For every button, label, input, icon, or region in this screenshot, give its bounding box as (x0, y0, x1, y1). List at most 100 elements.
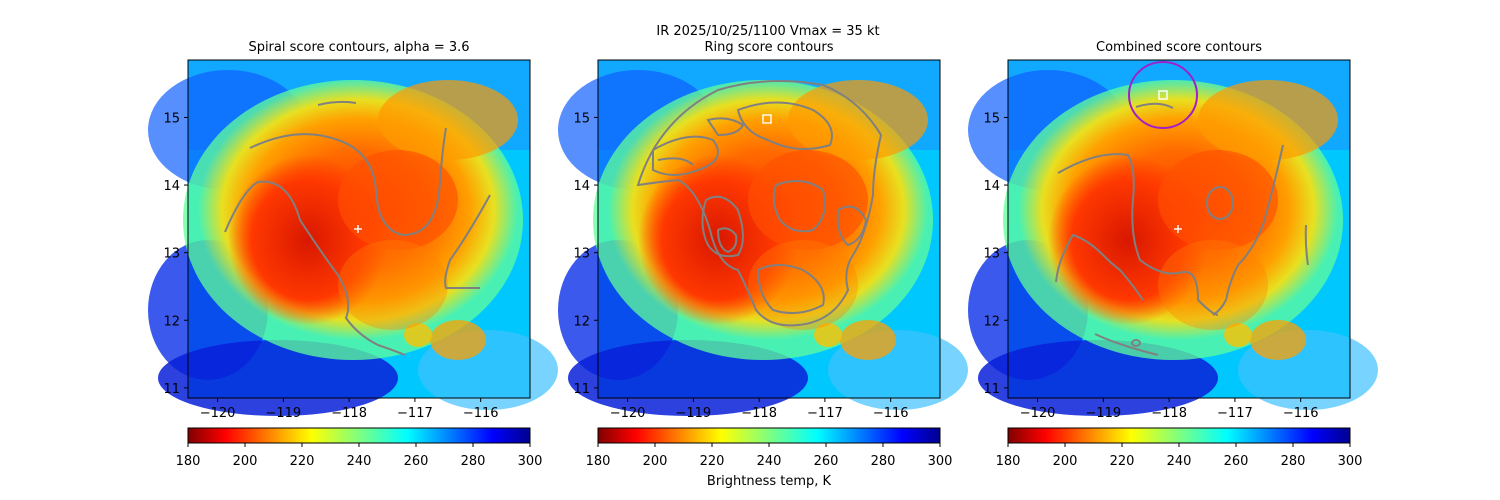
x-tick-label: −116 (873, 406, 909, 421)
axes-frame (187, 59, 531, 399)
y-tick-label: 15 (983, 111, 1000, 126)
contour-line (1212, 144, 1284, 316)
colorbar-tick-label: 260 (1224, 454, 1249, 469)
y-tick-label: 14 (573, 179, 590, 194)
colorbar-tick-label: 300 (928, 454, 953, 469)
x-tick-label: −120 (610, 406, 646, 421)
y-tick-label: 15 (573, 111, 590, 126)
colorbar-tick-label: 300 (518, 454, 543, 469)
contour-line (652, 135, 719, 176)
y-tick-label: 13 (983, 247, 1000, 262)
y-tick-label: 15 (163, 111, 180, 126)
colorbar-tick-label: 280 (1281, 454, 1306, 469)
x-tick-label: −119 (676, 406, 712, 421)
colorbar-tick-label: 180 (176, 454, 201, 469)
contour-line (1206, 186, 1234, 220)
x-tick-label: −118 (331, 406, 367, 421)
contour-line (636, 80, 883, 327)
square-marker (1158, 90, 1168, 100)
panel-title: Spiral score contours, alpha = 3.6 (248, 40, 469, 55)
center-marker (354, 225, 362, 233)
x-tick-label: −118 (1151, 406, 1187, 421)
y-tick-label: 14 (163, 179, 180, 194)
colorbar-label: Brightness temp, K (707, 474, 832, 489)
x-tick-label: −117 (1217, 406, 1253, 421)
y-tick-label: 12 (163, 314, 180, 329)
heatmap-image (968, 60, 1378, 416)
panel-spiral: Spiral score contours, alpha = 3.6 −120 −… (148, 40, 558, 421)
center-marker (762, 114, 772, 124)
y-tick-label: 13 (163, 247, 180, 262)
colorbar-gradient (1007, 427, 1351, 444)
panel-ring: Ring score contours −120 −119 −118 −117 −116… (558, 40, 968, 421)
heatmap-image (558, 60, 968, 416)
y-tick-label: 11 (163, 382, 180, 397)
x-tick-label: −116 (1283, 406, 1319, 421)
heatmap-image (148, 60, 558, 416)
contour-line (706, 117, 745, 137)
contour-line (1135, 102, 1174, 109)
colorbar-tick-label: 280 (871, 454, 896, 469)
colorbar-tick-label: 200 (233, 454, 258, 469)
panel-title: Combined score contours (1096, 40, 1262, 55)
colorbar-tick-label: 220 (290, 454, 315, 469)
y-tick-label: 14 (983, 179, 1000, 194)
colorbar-tick-label: 180 (996, 454, 1021, 469)
spiral-contours (224, 100, 491, 356)
colorbar-gradient (597, 427, 941, 444)
center-marker (1174, 225, 1182, 233)
contour-line (836, 205, 868, 247)
contour-line (657, 157, 694, 166)
combined-contours (1055, 102, 1309, 356)
colorbar-tick-label: 180 (586, 454, 611, 469)
colorbar-spiral: 180 200 220 240 260 280 300 (176, 427, 543, 469)
colorbar-tick-label: 240 (1167, 454, 1192, 469)
contour-line (444, 194, 491, 289)
axes-frame (1007, 59, 1351, 399)
x-tick-label: −119 (1086, 406, 1122, 421)
circle-marker (1128, 61, 1198, 129)
y-tick-label: 12 (983, 314, 1000, 329)
colorbar-tick-label: 260 (404, 454, 429, 469)
colorbar-tick-label: 200 (643, 454, 668, 469)
y-tick-label: 11 (573, 382, 590, 397)
colorbar-tick-label: 220 (1110, 454, 1135, 469)
colorbar-tick-label: 280 (461, 454, 486, 469)
x-tick-label: −117 (397, 406, 433, 421)
y-tick-label: 11 (983, 382, 1000, 397)
contour-line (756, 264, 825, 315)
suptitle: IR 2025/10/25/1100 Vmax = 35 kt (656, 24, 879, 39)
colorbar-tick-label: 220 (700, 454, 725, 469)
y-tick-label: 13 (573, 247, 590, 262)
contour-line (736, 101, 833, 150)
contour-line (772, 180, 826, 233)
x-tick-label: −119 (266, 406, 302, 421)
contour-line (1304, 224, 1309, 266)
contour-line (317, 100, 357, 106)
contour-line (1057, 153, 1219, 316)
colorbar-tick-label: 240 (347, 454, 372, 469)
colorbar-combined: 180 200 220 240 260 280 300 (996, 427, 1363, 469)
axes-frame (597, 59, 941, 399)
contour-line (1131, 339, 1141, 347)
x-tick-label: −117 (807, 406, 843, 421)
y-tick-label: 12 (573, 314, 590, 329)
colorbar-tick-label: 300 (1338, 454, 1363, 469)
ring-contours (636, 80, 883, 327)
colorbar-tick-label: 200 (1053, 454, 1078, 469)
x-tick-label: −120 (1020, 406, 1056, 421)
x-tick-label: −116 (463, 406, 499, 421)
colorbar-gradient (187, 427, 531, 444)
x-tick-label: −118 (741, 406, 777, 421)
contour-line (249, 127, 447, 237)
colorbar-tick-label: 240 (757, 454, 782, 469)
colorbar-ring: 180 200 220 240 260 280 300 Brightness temp, K (586, 427, 953, 489)
contour-line (701, 195, 744, 258)
contour-line (1094, 333, 1159, 356)
contour-line (224, 180, 406, 356)
colorbar-tick-label: 260 (814, 454, 839, 469)
panel-title: Ring score contours (704, 40, 833, 55)
contour-line (716, 227, 738, 254)
contour-line (1055, 233, 1144, 301)
